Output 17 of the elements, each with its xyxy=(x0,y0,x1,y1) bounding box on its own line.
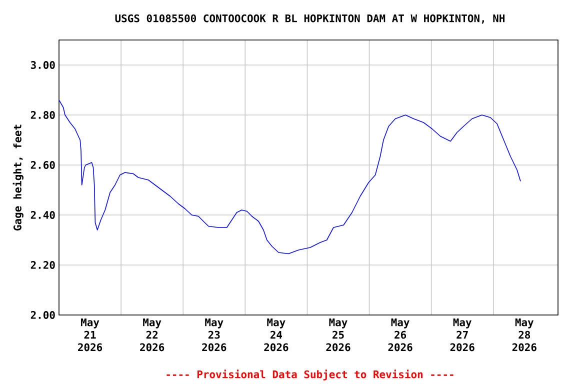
y-tick-label: 2.00 xyxy=(30,311,55,319)
y-tick-label: 2.40 xyxy=(30,211,55,219)
chart-title: USGS 01085500 CONTOOCOOK R BL HOPKINTON DAM AT W HOPKINTON, NH xyxy=(115,14,504,24)
y-tick-label: 2.20 xyxy=(30,261,55,269)
x-tick-label: May 22 2026 xyxy=(140,318,164,352)
x-tick-label: May 25 2026 xyxy=(326,318,350,352)
x-tick-label: May 28 2026 xyxy=(512,318,536,352)
y-axis-title: Gage height, feet xyxy=(12,124,24,230)
x-tick-label: May 21 2026 xyxy=(78,318,102,352)
y-tick-label: 2.80 xyxy=(30,111,55,119)
y-tick-label: 2.60 xyxy=(30,161,55,169)
x-tick-label: May 26 2026 xyxy=(388,318,412,352)
x-tick-label: May 27 2026 xyxy=(450,318,474,352)
text: ---- Provisional Data Subject to Revision ---- xyxy=(166,370,454,380)
y-tick-label: 3.00 xyxy=(30,61,55,69)
x-tick-label: May 24 2026 xyxy=(264,318,288,352)
x-tick-label: May 23 2026 xyxy=(202,318,226,352)
